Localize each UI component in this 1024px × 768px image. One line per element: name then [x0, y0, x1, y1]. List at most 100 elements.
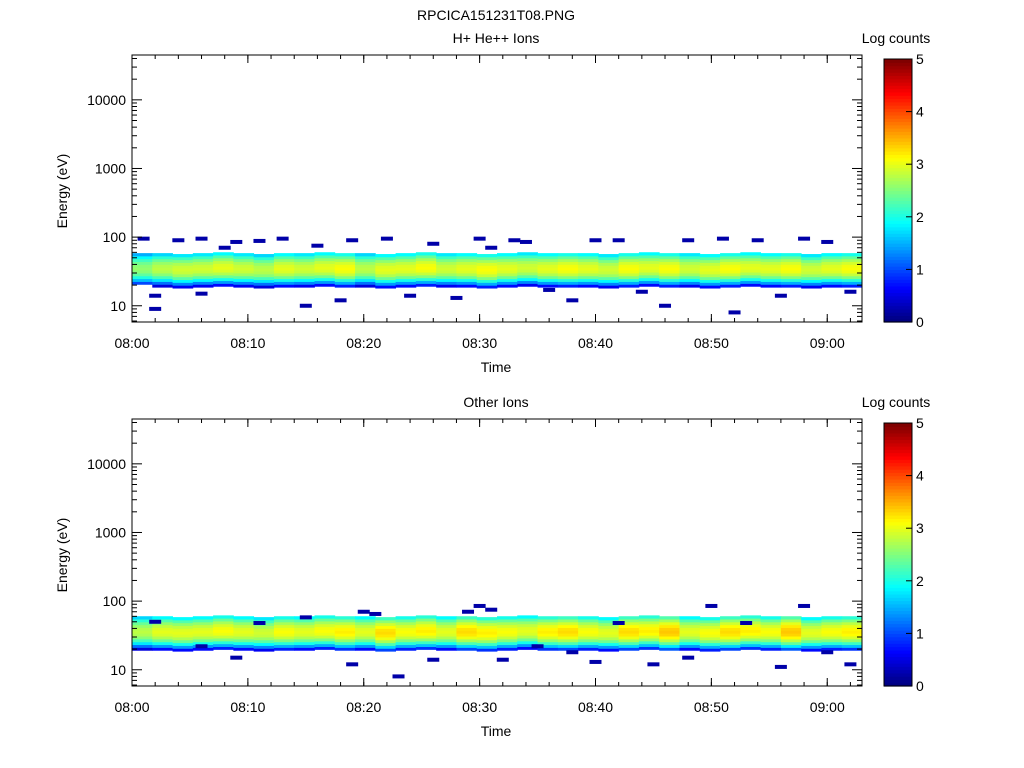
heatmap-cell: [659, 627, 680, 631]
heatmap-cell: [638, 635, 660, 639]
heatmap-cell: [172, 238, 185, 243]
heatmap-cell: [841, 644, 863, 648]
heatmap-cell: [476, 619, 498, 624]
heatmap-cell: [375, 648, 397, 652]
heatmap-cell: [314, 640, 336, 645]
heatmap-cell: [821, 650, 834, 655]
heatmap-cell: [821, 284, 843, 288]
colorbar-label: Log counts: [862, 394, 931, 410]
heatmap-cell: [334, 278, 356, 282]
heatmap-cell: [152, 633, 173, 637]
heatmap-cell: [821, 270, 843, 274]
heatmap-cell: [740, 643, 762, 648]
heatmap-cell: [436, 644, 457, 648]
heatmap-cell: [132, 281, 153, 285]
heatmap-cell: [557, 273, 579, 277]
heatmap-cell: [841, 267, 863, 271]
colorbar-tick-label: 5: [916, 415, 924, 431]
heatmap-cell: [537, 264, 559, 268]
heatmap-cell: [517, 255, 538, 259]
heatmap-cell: [659, 619, 680, 623]
heatmap-cell: [801, 254, 822, 258]
heatmap-cell: [760, 284, 782, 288]
heatmap-cell: [557, 275, 579, 280]
colorbar-segment: [884, 252, 912, 257]
heatmap-cell: [497, 621, 518, 626]
heatmap-cell: [841, 638, 863, 643]
heatmap-cell: [476, 648, 498, 652]
heatmap-cell: [152, 284, 173, 288]
heatmap-cell: [720, 264, 741, 268]
colorbar-segment: [884, 216, 912, 221]
heatmap-cell: [841, 647, 863, 651]
heatmap-cell: [375, 268, 397, 272]
heatmap-cell: [659, 261, 680, 265]
heatmap-cell: [699, 637, 721, 641]
heatmap-cell: [557, 644, 579, 648]
heatmap-cell: [436, 278, 457, 282]
heatmap-cell: [543, 287, 556, 292]
colorbar-segment: [884, 269, 912, 274]
heatmap-cell: [375, 271, 397, 275]
heatmap-cell: [415, 263, 437, 267]
heatmap-cell: [497, 270, 518, 274]
heatmap-cell: [612, 238, 625, 243]
plot-frame: [131, 418, 863, 687]
heatmap-cell: [638, 640, 660, 645]
colorbar-tick-label: 3: [916, 156, 924, 172]
heatmap-cell: [415, 632, 437, 636]
heatmap-cell: [294, 264, 315, 268]
heatmap-cell: [760, 627, 782, 631]
heatmap-cell: [578, 281, 599, 285]
heatmap-cell: [213, 266, 234, 270]
heatmap-cell: [780, 647, 802, 651]
heatmap-cell: [497, 630, 518, 634]
heatmap-cell: [355, 630, 376, 634]
heatmap-cell: [557, 264, 579, 268]
heatmap-cell: [294, 258, 315, 263]
colorbar-segment: [884, 223, 912, 228]
heatmap-cell: [395, 281, 417, 285]
heatmap-cell: [780, 638, 802, 643]
heatmap-cell: [578, 633, 599, 637]
heatmap-cell: [497, 627, 518, 631]
colorbar-segment: [884, 505, 912, 510]
figure-title: RPCICA151231T08.PNG: [417, 7, 575, 23]
colorbar-segment: [884, 590, 912, 595]
x-tick-label: 08:30: [462, 699, 497, 715]
heatmap-cell: [213, 621, 234, 625]
heatmap-cell: [659, 270, 680, 274]
heatmap-cell: [821, 258, 843, 263]
colorbar-segment: [884, 442, 912, 447]
heatmap-cell: [557, 261, 579, 265]
colorbar-segment: [884, 183, 912, 188]
colorbar-segment: [884, 72, 912, 77]
colorbar-segment: [884, 134, 912, 139]
heatmap-cell: [375, 645, 397, 649]
heatmap-cell: [152, 647, 173, 651]
heatmap-cell: [740, 255, 762, 259]
heatmap-cell: [132, 270, 153, 274]
heatmap-cell: [152, 261, 173, 265]
heatmap-cell: [740, 632, 762, 636]
heatmap-cell: [233, 258, 255, 263]
colorbar-segment: [884, 141, 912, 146]
heatmap-cell: [273, 270, 295, 274]
heatmap-cell: [253, 256, 275, 261]
heatmap-cell: [699, 268, 721, 272]
heatmap-cell: [780, 267, 802, 271]
colorbar-segment: [884, 95, 912, 100]
colorbar-segment: [884, 151, 912, 155]
heatmap-cell: [456, 619, 478, 623]
heatmap-cell: [578, 275, 599, 280]
heatmap-cell: [760, 258, 782, 263]
heatmap-cell: [699, 273, 721, 278]
plot-axes: 08:00 08:10 08:20 08:30 08:40 08:50 09:00 10 100…: [87, 418, 863, 715]
heatmap-cell: [801, 259, 822, 263]
heatmap-cell: [841, 624, 863, 628]
heatmap-cell: [436, 261, 457, 265]
heatmap-cell: [476, 282, 498, 286]
heatmap-cell: [760, 621, 782, 626]
heatmap-cell: [638, 260, 660, 264]
heatmap-cell: [557, 278, 579, 282]
